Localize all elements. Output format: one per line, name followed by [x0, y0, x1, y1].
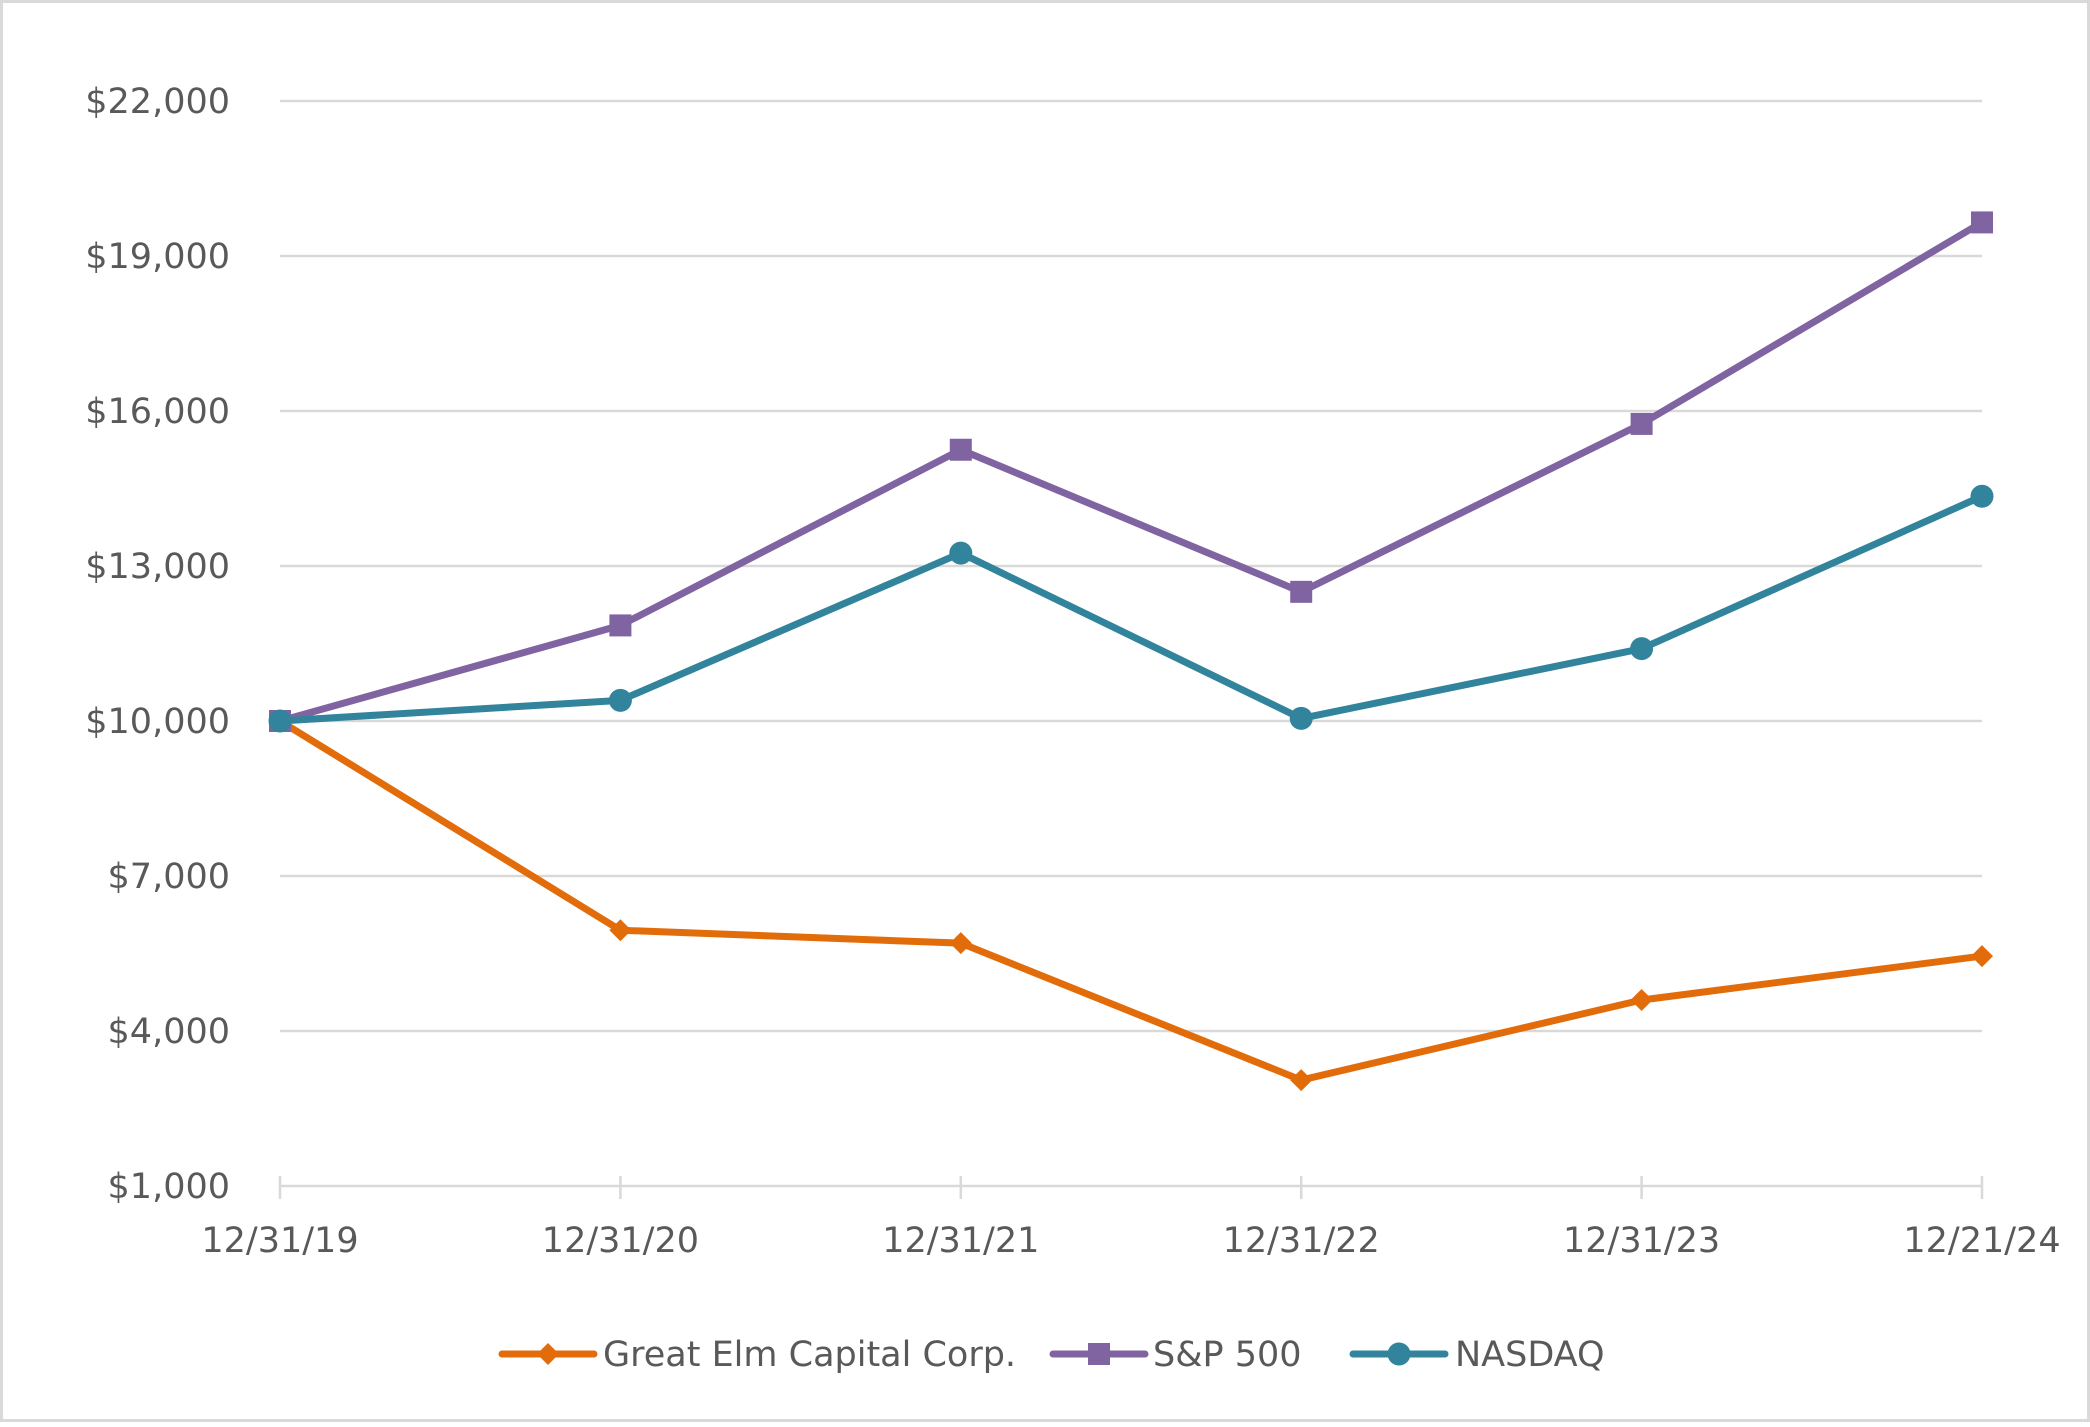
y-tick-label: $7,000	[108, 857, 230, 897]
data-point-square	[1630, 412, 1653, 435]
data-point-circle	[1289, 706, 1313, 730]
x-axis	[278, 1176, 1984, 1199]
data-point-diamond	[949, 932, 972, 955]
legend-marker	[1088, 1343, 1110, 1365]
legend-marker	[537, 1343, 559, 1365]
data-point-diamond	[1971, 945, 1993, 968]
x-tick-label: 12/31/21	[882, 1221, 1039, 1261]
y-tick-label: $19,000	[85, 237, 230, 277]
y-tick-label: $4,000	[108, 1012, 230, 1052]
legend: Great Elm Capital Corp. S&P 500 NASDAQ	[498, 1335, 1605, 1375]
data-point-square	[949, 438, 972, 461]
series-nasdaq	[268, 484, 1994, 733]
x-tick-label: 12/31/22	[1223, 1221, 1380, 1261]
x-tick-label: 12/21/24	[1903, 1221, 2060, 1261]
legend-item: Great Elm Capital Corp.	[498, 1335, 1016, 1375]
x-tick-label: 12/31/19	[201, 1221, 358, 1261]
y-tick-label: $10,000	[85, 702, 230, 742]
legend-item: NASDAQ	[1349, 1335, 1605, 1375]
series-great-elm-capital-corp	[269, 710, 1993, 1092]
legend-marker	[1387, 1342, 1411, 1366]
gridlines	[280, 99, 1982, 1033]
legend-label: Great Elm Capital Corp.	[603, 1335, 1016, 1375]
y-tick-label: $1,000	[108, 1167, 230, 1207]
data-point-square	[1971, 211, 1993, 234]
data-point-square	[609, 614, 632, 637]
data-point-diamond	[1290, 1069, 1313, 1092]
x-tick-label: 12/31/20	[542, 1221, 699, 1261]
x-axis-tick-labels: 12/31/19 12/31/20 12/31/21 12/31/22 12/31/23…	[201, 1221, 2060, 1261]
y-axis-tick-labels: $1,000 $4,000 $7,000 $10,000 $13,000 $16,000 $…	[85, 82, 230, 1207]
series-line	[276, 218, 1986, 725]
data-point-circle	[268, 709, 292, 733]
legend-label: NASDAQ	[1455, 1335, 1605, 1375]
y-tick-label: $22,000	[85, 82, 230, 122]
legend-item: S&P 500	[1049, 1335, 1302, 1375]
data-point-circle	[1630, 637, 1654, 661]
legend-label: S&P 500	[1153, 1335, 1302, 1375]
y-tick-label: $16,000	[85, 392, 230, 432]
x-tick-label: 12/31/23	[1563, 1221, 1720, 1261]
data-point-circle	[608, 688, 632, 712]
data-point-square	[1290, 580, 1313, 603]
data-point-circle	[949, 541, 973, 565]
data-point-diamond	[609, 919, 632, 942]
series-lines	[268, 211, 1994, 1092]
data-point-circle	[1970, 484, 1994, 508]
data-point-diamond	[1630, 989, 1653, 1011]
series-line	[276, 492, 1986, 725]
y-tick-label: $13,000	[85, 547, 230, 587]
series-line	[276, 717, 1986, 1084]
